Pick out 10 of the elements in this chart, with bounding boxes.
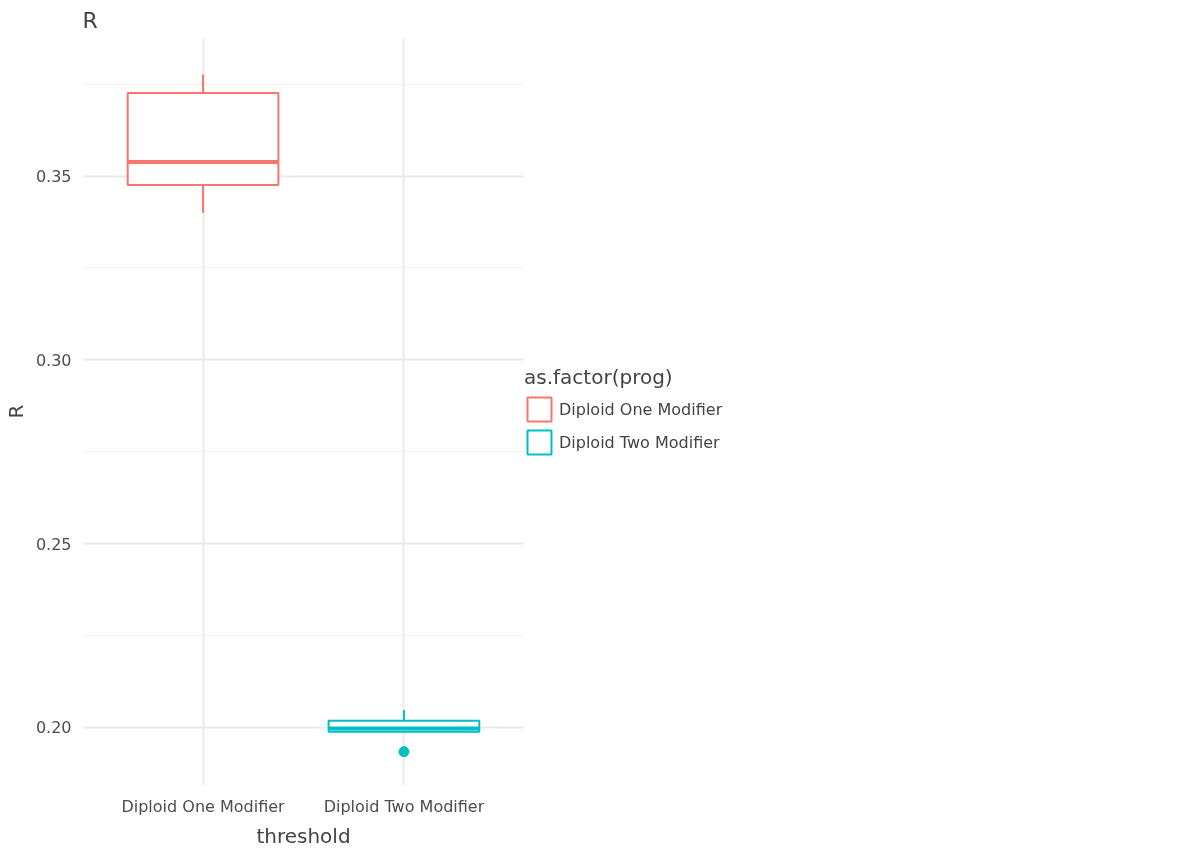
y-tick-label: 0.35: [35, 167, 72, 187]
chart-title: R: [82, 7, 98, 33]
y-tick-label: 0.30: [35, 350, 72, 370]
y-tick-label: 0.25: [35, 534, 72, 554]
legend-title: as.factor(prog): [524, 365, 674, 389]
legend-label: Diploid Two Modifier: [559, 432, 720, 452]
y-tick-label: 0.20: [35, 718, 72, 738]
legend-label: Diploid One Modifier: [559, 399, 723, 419]
y-axis-title: R: [3, 404, 28, 419]
x-axis-title: threshold: [256, 823, 351, 848]
